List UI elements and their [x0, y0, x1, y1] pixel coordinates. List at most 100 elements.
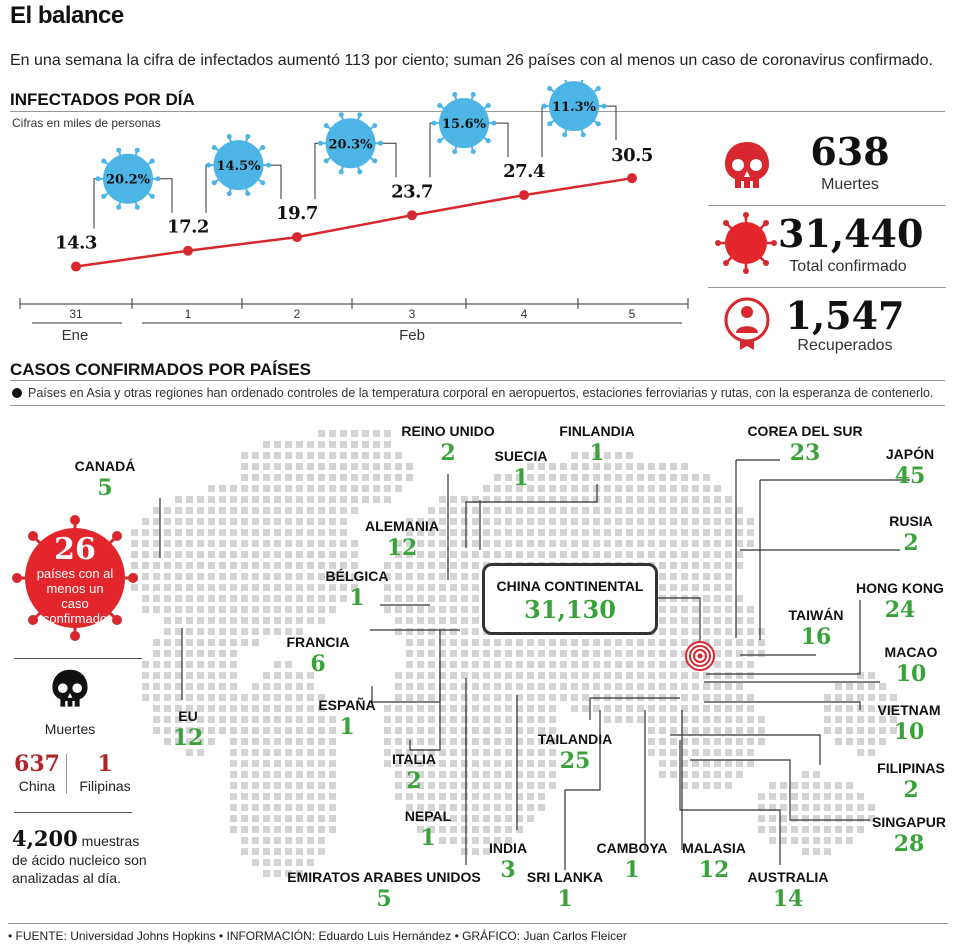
country-value: 12 [698, 857, 730, 883]
country-value: 6 [310, 651, 326, 677]
x-tick-label: 31 [69, 307, 83, 321]
samples-text1: muestras [81, 833, 140, 849]
stat-recovered-value: 1,547 [785, 293, 905, 338]
chart-title: INFECTADOS POR DÍA [10, 90, 195, 109]
data-point [519, 190, 529, 201]
country-value: 5 [97, 475, 113, 501]
map-note-text: Países en Asia y otras regiones han orde… [28, 386, 934, 400]
country-value: 1 [513, 465, 529, 491]
country-value: 1 [339, 714, 355, 740]
country-value: 2 [440, 440, 456, 466]
value-label: 30.5 [611, 145, 653, 166]
country-value: 45 [894, 463, 926, 489]
country-name: FILIPINAS [877, 760, 945, 776]
data-point [183, 245, 193, 256]
data-point [627, 173, 637, 184]
country-name: MALASIA [682, 840, 746, 856]
value-label: 19.7 [276, 203, 318, 224]
map-section-note: Países en Asia y otras regiones han orde… [12, 386, 933, 400]
country-name: CANADÁ [74, 458, 136, 474]
data-point [71, 261, 81, 272]
country-value: 24 [884, 597, 916, 623]
country-value: 5 [376, 886, 392, 912]
deaths-ph-label: Filipinas [79, 778, 131, 794]
x-tick-label: 4 [521, 307, 528, 321]
growth-label: 20.2% [106, 173, 151, 188]
country-name: BÉLGICA [325, 568, 389, 584]
country-name: COREA DEL SUR [747, 423, 863, 439]
x-tick-label: 3 [409, 307, 416, 321]
country-value: 1 [589, 440, 605, 466]
country-value: 1 [557, 886, 573, 912]
deaths-china-label: China [18, 778, 56, 794]
growth-label: 20.3% [328, 137, 373, 152]
deaths-ph-value: 1 [97, 751, 113, 777]
country-value: 10 [893, 719, 925, 745]
country-name: TAILANDIA [537, 731, 613, 747]
country-name: RUSIA [889, 513, 933, 529]
country-name: FINLANDIA [559, 423, 635, 439]
stat-divider [708, 287, 946, 288]
country-name: SRI LANKA [526, 869, 604, 885]
leader-lines [159, 459, 910, 870]
footer-credits: • FUENTE: Universidad Johns Hopkins • IN… [8, 929, 627, 943]
country-value: 28 [893, 831, 925, 857]
country-value: 3 [500, 857, 516, 883]
china-target-icon [685, 641, 715, 671]
samples-text2: de ácido nucleico son [12, 852, 147, 869]
samples-value: 4,200 [12, 826, 78, 851]
stat-recovered-label: Recuperados [797, 337, 893, 354]
page-title: El balance [10, 2, 124, 29]
country-value: 25 [559, 748, 591, 774]
stat-total-label: Total confirmado [789, 258, 907, 275]
recovered-icon [724, 297, 770, 350]
country-name: REINO UNIDO [401, 423, 495, 439]
stat-total-value: 31,440 [778, 211, 924, 256]
map-section-title: CASOS CONFIRMADOS POR PAÍSES [10, 360, 311, 379]
countries-virus-badge [12, 515, 138, 641]
country-name: VIETNAM [877, 702, 941, 718]
country-name: CAMBOYA [596, 840, 668, 856]
country-name: INDIA [488, 840, 528, 856]
badge-text: países con al menos un caso confirmado [36, 566, 114, 626]
country-name: FRANCIA [286, 634, 350, 650]
data-point [292, 232, 302, 243]
left-deaths-label: Muertes [44, 721, 96, 737]
left-panel-rule [14, 658, 142, 659]
country-name: SUECIA [494, 448, 548, 464]
x-tick-label: 2 [294, 307, 301, 321]
skull-icon [52, 669, 88, 707]
value-label: 14.3 [55, 233, 97, 254]
country-name: HONG KONG [856, 580, 944, 596]
country-name: MACAO [884, 644, 938, 660]
footer-rule [8, 923, 948, 924]
left-panel-rule [14, 812, 132, 813]
x-tick-label: 1 [185, 307, 192, 321]
growth-label: 11.3% [552, 100, 597, 115]
growth-label: 15.6% [442, 117, 487, 132]
country-value: 1 [624, 857, 640, 883]
country-name: ALEMANIA [365, 518, 439, 534]
country-name: JAPÓN [885, 446, 935, 462]
country-name: AUSTRALIA [747, 869, 829, 885]
country-value: 14 [772, 886, 804, 912]
data-point [407, 210, 417, 221]
badge-number: 26 [54, 532, 96, 567]
bullet-icon [12, 388, 22, 398]
country-value: 1 [349, 585, 365, 611]
skull-icon [725, 142, 769, 188]
growth-badge [206, 134, 271, 197]
stat-deaths-value: 638 [810, 129, 890, 174]
china-box [482, 563, 658, 635]
map-note-rule [10, 405, 945, 406]
samples-note: 4,200 muestras de ácido nucleico son ana… [12, 826, 162, 887]
growth-badge [431, 92, 497, 155]
country-value: 2 [406, 768, 422, 794]
infections-line [75, 176, 633, 268]
value-label: 23.7 [391, 181, 433, 202]
virus-icon [715, 212, 777, 274]
country-name: NEPAL [404, 808, 452, 824]
growth-badge [318, 112, 383, 175]
country-value: 2 [903, 530, 919, 556]
chart-subtitle: Cifras en miles de personas [12, 116, 161, 130]
